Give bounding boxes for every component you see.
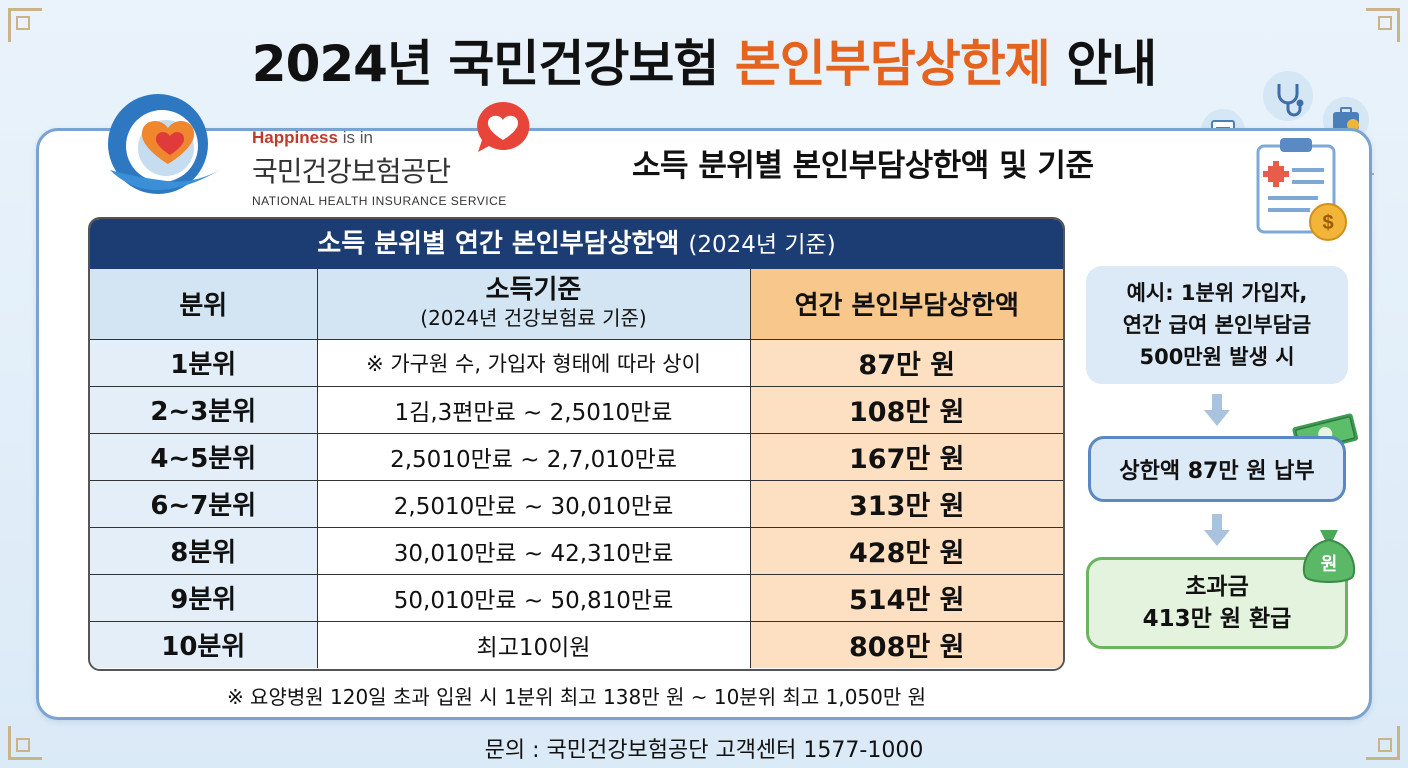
refund-line-2: 413만 원 환급 [1142,606,1292,632]
refund-box: 초과금 413만 원 환급 [1086,557,1348,649]
criteria-cell: 2,5010만료 ~ 30,010만료 [316,479,751,528]
tier-cell: 9분위 [90,573,318,622]
tagline-is-in: is in [337,128,373,147]
table-row: 10분위 최고10이원 808만 원 [90,620,1063,668]
criteria-cell: 50,010만료 ~ 50,810만료 [316,573,751,622]
refund-line-1: 초과금 [1185,574,1249,600]
corner-ornament-bottom-right [1366,726,1400,760]
cap-cell: 87만 원 [749,338,1063,387]
heart-icon [477,101,530,152]
corner-ornament-top-right [1366,8,1400,42]
money-bag-label: 원 [1321,554,1338,575]
corner-ornament-bottom-left [8,726,42,760]
page-title: 2024년 국민건강보험 본인부담상한제 안내 [0,24,1408,96]
contact-footer: 문의 : 국민건강보험공단 고객센터 1577-1000 [484,738,924,763]
tier-cell: 1분위 [90,338,318,387]
stethoscope-icon [1263,71,1313,121]
brand-block: Happiness is in 국민건강보험공단 NATIONAL HEALTH… [252,128,507,208]
brand-name-kr: 국민건강보험공단 [252,155,451,188]
example-box: 예시: 1분위 가입자, 연간 급여 본인부담금 500만원 발생 시 [1086,266,1348,384]
cap-table-grid: 분위 소득기준 (2024년 건강보험료 기준) 연간 본인부담상한액 1분위 … [90,269,1063,668]
table-footnote: ※ 요양병원 120일 초과 입원 시 1분위 최고 138만 원 ~ 10분위… [226,685,927,709]
tier-cell: 10분위 [90,620,318,668]
criteria-cell: 최고10이원 [316,620,751,668]
example-line-3: 500만원 발생 시 [1139,345,1295,369]
criteria-cell: 30,010만료 ~ 42,310만료 [316,526,751,575]
table-row: 2~3분위 1김,3편만료 ~ 2,5010만료 108만 원 [90,385,1063,434]
cap-cell: 514만 원 [749,573,1063,622]
header-tier: 분위 [90,269,318,340]
header-criteria-sub: (2024년 건강보험료 기준) [420,305,647,330]
brand-tagline: Happiness is in [252,128,507,148]
table-row: 6~7분위 2,5010만료 ~ 30,010만료 313만 원 [90,479,1063,528]
arrow-down-icon [1204,394,1230,426]
table-row: 8분위 30,010만료 ~ 42,310만료 428만 원 [90,526,1063,575]
table-row: 9분위 50,010만료 ~ 50,810만료 514만 원 [90,573,1063,622]
table-title: 소득 분위별 연간 본인부담상한액 (2024년 기준) [90,219,1063,269]
corner-ornament-top-left [8,8,42,42]
title-highlight: 본인부담상한제 [734,35,1051,93]
criteria-cell: 1김,3편만료 ~ 2,5010만료 [316,385,751,434]
brand-name-en: NATIONAL HEALTH INSURANCE SERVICE [252,194,507,208]
example-line-1: 예시: 1분위 가입자, [1126,281,1308,305]
cap-table: 소득 분위별 연간 본인부담상한액 (2024년 기준) 분위 소득기준 (20… [88,217,1065,671]
table-title-note: (2024년 기준) [688,232,836,258]
header-cap: 연간 본인부담상한액 [749,269,1063,340]
cap-cell: 167만 원 [749,432,1063,481]
tier-cell: 8분위 [90,526,318,575]
title-suffix: 안내 [1066,35,1157,93]
tier-cell: 2~3분위 [90,385,318,434]
svg-text:$: $ [1322,212,1333,234]
header-criteria-label: 소득기준 [485,274,582,305]
cap-cell: 808만 원 [749,620,1063,668]
table-title-text: 소득 분위별 연간 본인부담상한액 [317,229,680,259]
cap-cell: 428만 원 [749,526,1063,575]
table-header-row: 분위 소득기준 (2024년 건강보험료 기준) 연간 본인부담상한액 [90,269,1063,340]
cap-cell: 313만 원 [749,479,1063,528]
title-main: 2024년 국민건강보험 [251,35,720,93]
criteria-cell: ※ 가구원 수, 가입자 형태에 따라 상이 [316,338,751,387]
clipboard-icon: $ [1256,138,1347,241]
nhis-logo [108,94,220,194]
tagline-happiness: Happiness [252,128,338,147]
tier-cell: 4~5분위 [90,432,318,481]
tier-cell: 6~7분위 [90,479,318,528]
example-line-2: 연간 급여 본인부담금 [1122,313,1312,337]
table-row: 4~5분위 2,5010만료 ~ 2,7,010만료 167만 원 [90,432,1063,481]
table-row: 1분위 ※ 가구원 수, 가입자 형태에 따라 상이 87만 원 [90,338,1063,387]
cap-cell: 108만 원 [749,385,1063,434]
money-bag-icon: 원 [1302,530,1356,583]
criteria-cell: 2,5010만료 ~ 2,7,010만료 [316,432,751,481]
arrow-down-icon [1204,514,1230,546]
payment-box: 상한액 87만 원 납부 [1088,436,1346,502]
header-criteria: 소득기준 (2024년 건강보험료 기준) [316,269,751,340]
section-subtitle: 소득 분위별 본인부담상한액 및 기준 [632,148,1094,184]
